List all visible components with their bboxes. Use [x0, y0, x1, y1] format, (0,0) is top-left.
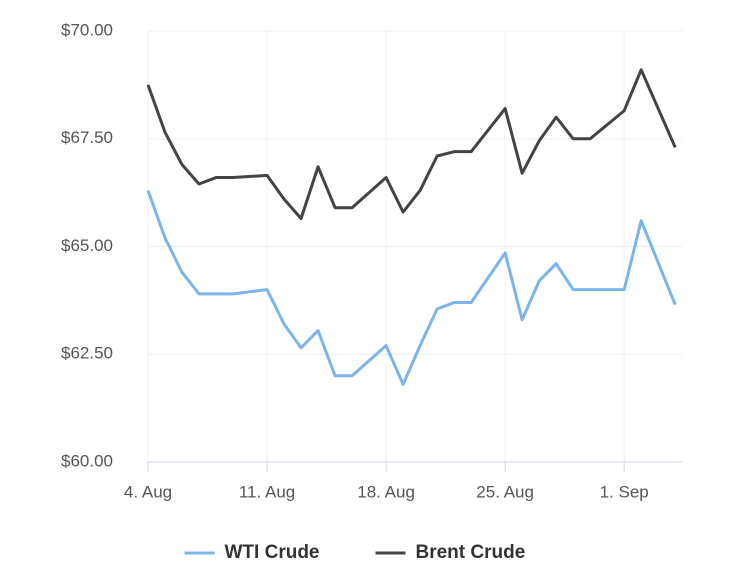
x-tick-label: 1. Sep — [600, 482, 649, 501]
y-tick-label: $67.50 — [61, 128, 113, 147]
x-tick-label: 4. Aug — [124, 482, 172, 501]
y-tick-label: $60.00 — [61, 451, 113, 470]
x-tick-label: 25. Aug — [476, 482, 534, 501]
series-line — [146, 189, 677, 386]
legend-label: WTI Crude — [225, 542, 320, 563]
series-line — [146, 68, 677, 220]
y-tick-label: $62.50 — [61, 344, 113, 363]
y-tick-label: $65.00 — [61, 236, 113, 255]
legend: WTI Crude Brent Crude — [184, 542, 526, 563]
legend-label: Brent Crude — [416, 542, 526, 563]
x-tick-label: 18. Aug — [357, 482, 415, 501]
x-tick-label: 11. Aug — [239, 482, 295, 501]
y-tick-label: $70.00 — [61, 20, 113, 39]
